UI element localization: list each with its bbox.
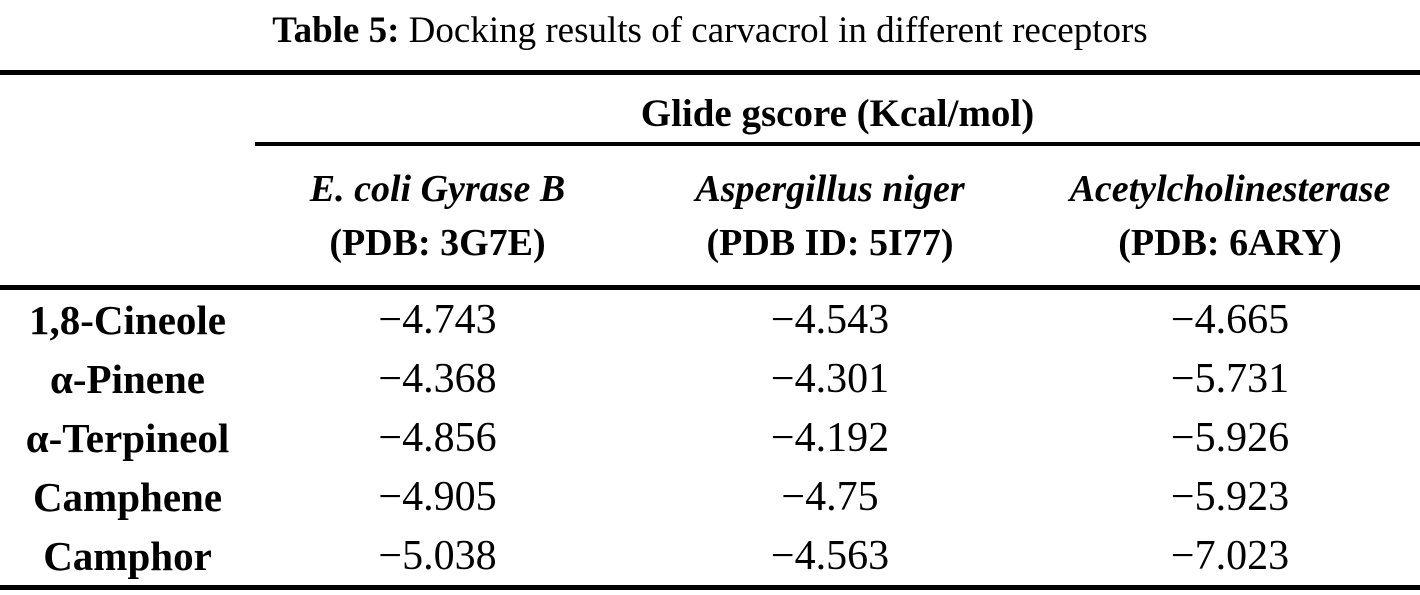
cell-value: −4.543 [770, 296, 890, 343]
cell-value: −5.731 [1170, 355, 1290, 402]
group-header-text: Glide gscore (Kcal/mol) [640, 92, 1035, 135]
table-row-camphor: Camphor −5.038 −4.563 −7.023 [0, 526, 1420, 585]
cell-value: −4.75 [781, 473, 879, 520]
cell-value: −4.743 [378, 296, 497, 343]
cell-value: −5.926 [1170, 414, 1290, 461]
column-header-ecoli-gyrase-b: E. coli Gyrase B (PDB: 3G7E) [255, 146, 620, 285]
row-label: α-Terpineol [25, 414, 230, 461]
row-label: Camphor [43, 532, 212, 579]
cell-value: −5.923 [1170, 473, 1290, 520]
table-row-18-cineole: 1,8-Cineole −4.743 −4.543 −4.665 [0, 290, 1420, 349]
row-label: α-Pinene [50, 355, 205, 402]
receptor-name: E. coli Gyrase B [309, 167, 566, 210]
table-row-alpha-pinene: α-Pinene −4.368 −4.301 −5.731 [0, 349, 1420, 408]
receptor-name: Acetylcholinesterase [1069, 167, 1391, 210]
column-header-aspergillus-niger: Aspergillus niger (PDB ID: 5I77) [620, 146, 1040, 285]
row-label: 1,8-Cineole [29, 296, 226, 343]
cell-value: −4.563 [770, 532, 890, 579]
column-header-acetylcholinesterase: Acetylcholinesterase (PDB: 6ARY) [1040, 146, 1420, 285]
cell-value: −4.368 [378, 355, 497, 402]
cell-value: −4.301 [770, 355, 890, 402]
row-label: Camphene [32, 473, 223, 520]
table-caption: Table 5: Docking results of carvacrol in… [0, 0, 1420, 70]
stub-cell [0, 75, 255, 146]
cell-value: −5.038 [378, 532, 497, 579]
mid-rule [0, 285, 1420, 290]
cell-value: −4.905 [378, 473, 497, 520]
cell-value: −7.023 [1170, 532, 1290, 579]
table-row-alpha-terpineol: α-Terpineol −4.856 −4.192 −5.926 [0, 408, 1420, 467]
column-header-row: E. coli Gyrase B (PDB: 3G7E) Aspergillus… [0, 146, 1420, 285]
table-number-label: Table 5: [272, 10, 400, 51]
group-header-row: Glide gscore (Kcal/mol) [0, 75, 1420, 146]
pdb-code: (PDB: 6ARY) [1118, 221, 1342, 264]
pdb-code: (PDB: 3G7E) [329, 221, 546, 264]
stub-cell [0, 146, 255, 285]
bottom-rule [0, 585, 1420, 590]
pdb-code: (PDB ID: 5I77) [706, 221, 954, 264]
table-row-camphene: Camphene −4.905 −4.75 −5.923 [0, 467, 1420, 526]
cell-value: −4.665 [1170, 296, 1290, 343]
cell-value: −4.192 [770, 414, 890, 461]
receptor-name: Aspergillus niger [695, 167, 965, 210]
cell-value: −4.856 [378, 414, 497, 461]
table-caption-text: Docking results of carvacrol in differen… [408, 10, 1148, 51]
top-rule [0, 70, 1420, 75]
group-header-glide-gscore: Glide gscore (Kcal/mol) [255, 75, 1420, 146]
